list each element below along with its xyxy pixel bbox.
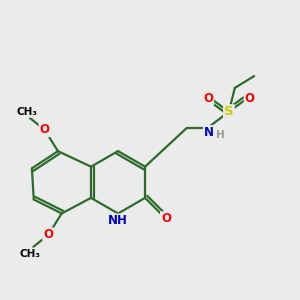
Text: CH₃: CH₃ (20, 249, 41, 259)
Text: H: H (217, 130, 225, 140)
Text: S: S (224, 105, 234, 118)
Text: N: N (204, 126, 214, 139)
Text: O: O (161, 212, 171, 225)
Text: CH₃: CH₃ (16, 107, 37, 117)
Text: O: O (43, 228, 53, 241)
Text: O: O (203, 92, 213, 105)
Text: O: O (40, 123, 50, 136)
Text: O: O (245, 92, 255, 105)
Text: NH: NH (108, 214, 128, 227)
